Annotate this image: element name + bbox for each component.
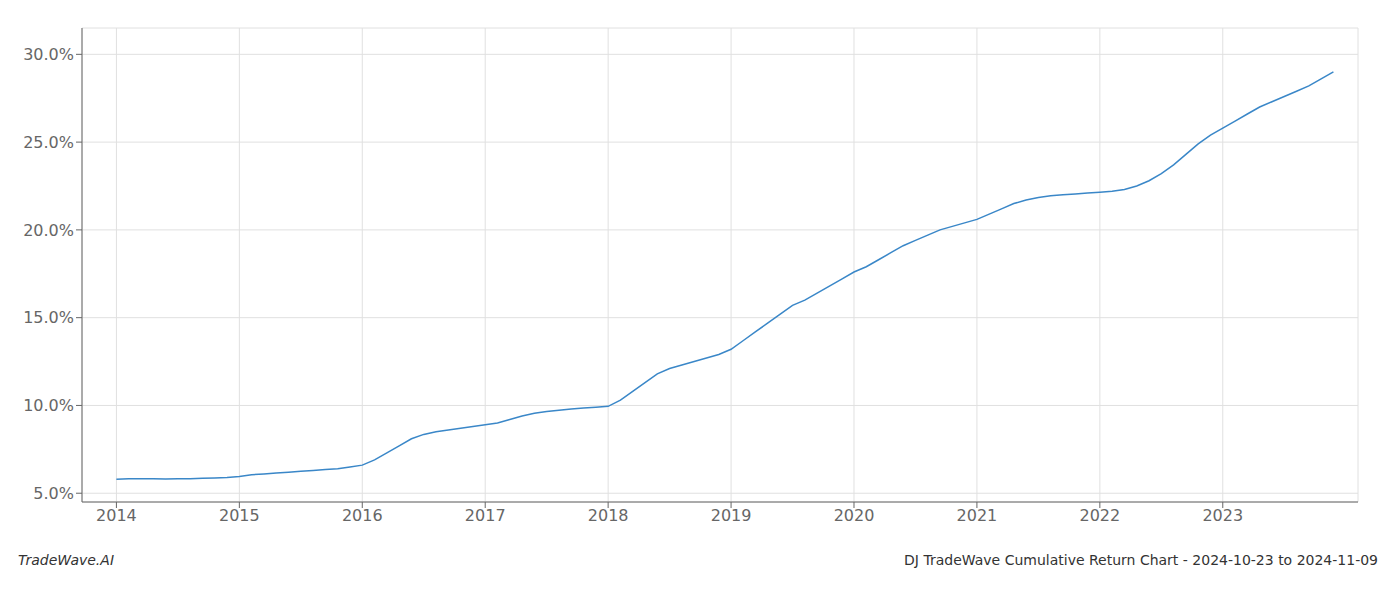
- svg-text:2015: 2015: [219, 506, 260, 525]
- svg-text:30.0%: 30.0%: [23, 45, 74, 64]
- svg-text:2022: 2022: [1079, 506, 1120, 525]
- svg-text:2018: 2018: [588, 506, 629, 525]
- svg-text:2016: 2016: [342, 506, 383, 525]
- svg-text:2020: 2020: [834, 506, 875, 525]
- svg-text:25.0%: 25.0%: [23, 133, 74, 152]
- svg-text:15.0%: 15.0%: [23, 308, 74, 327]
- svg-text:2019: 2019: [711, 506, 752, 525]
- html-text:TradeWave.AI: TradeWave.AI: [18, 552, 114, 568]
- svg-text:2023: 2023: [1202, 506, 1243, 525]
- svg-text:20.0%: 20.0%: [23, 221, 74, 240]
- svg-text:2017: 2017: [465, 506, 506, 525]
- html-text:DJ TradeWave Cumulative Return: DJ TradeWave Cumulative Return Chart - 2…: [904, 552, 1378, 568]
- svg-text:10.0%: 10.0%: [23, 396, 74, 415]
- svg-text:2014: 2014: [96, 506, 137, 525]
- svg-text:2021: 2021: [957, 506, 998, 525]
- svg-text:5.0%: 5.0%: [33, 484, 74, 503]
